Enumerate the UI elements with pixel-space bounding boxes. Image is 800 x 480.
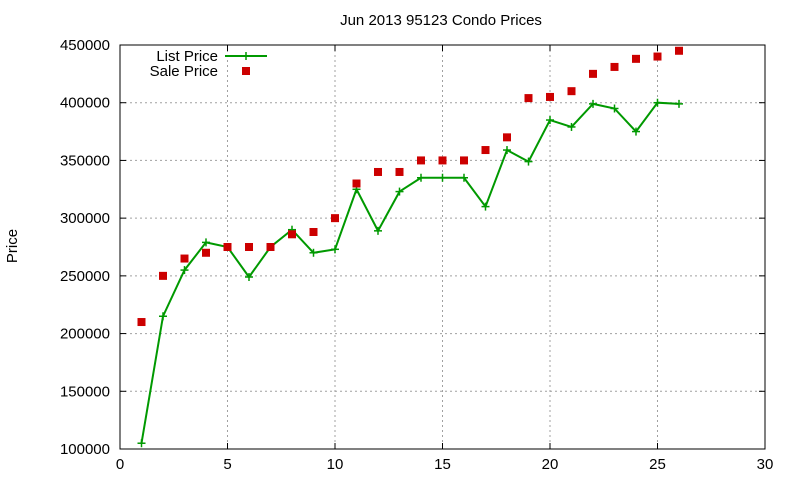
series-1-point-1: [159, 271, 167, 280]
x-tick-label-1: 5: [223, 456, 231, 473]
y-tick-label-1: 150000: [60, 383, 110, 400]
x-tick-label-6: 30: [757, 456, 774, 473]
y-tick-label-2: 200000: [60, 326, 110, 343]
y-tick-label-0: 100000: [60, 441, 110, 458]
series-1-point-10: [352, 179, 361, 188]
y-tick-label-6: 400000: [60, 95, 110, 112]
series-1-point-8: [309, 227, 318, 236]
series-1-point-18: [524, 94, 533, 103]
series-1-point-7: [288, 230, 296, 239]
series-1-point-23: [632, 54, 640, 63]
y-tick-label-5: 350000: [60, 152, 110, 169]
x-tick-label-5: 25: [649, 456, 666, 473]
chart-title: Jun 2013 95123 Condo Prices: [340, 12, 542, 29]
series-0-point-25: [675, 99, 683, 108]
series-0-point-18: [524, 157, 533, 166]
legend-marker-1: [242, 67, 250, 75]
series-0-point-14: [438, 173, 447, 182]
series-1-point-22: [610, 62, 619, 71]
y-tick-label-3: 250000: [60, 268, 110, 285]
axis-ticks: 0 5 10 15 20 25 30 100000 150000 200000 250000 3000…: [60, 37, 773, 473]
series-1-point-21: [589, 69, 597, 78]
series-1-point-6: [266, 243, 275, 251]
grid-layer: [120, 45, 765, 449]
series-1-point-0: [137, 318, 146, 327]
series-0-point-20: [567, 122, 576, 131]
series-0-point-5: [245, 273, 253, 282]
legend-label-0: List Price: [156, 48, 218, 65]
series-1-point-9: [331, 214, 339, 223]
series-0-point-3: [202, 238, 210, 247]
series-0-point-1: [159, 312, 167, 321]
series-0-point-8: [309, 248, 318, 257]
series-1-point-15: [460, 156, 468, 165]
series-1-point-2: [180, 254, 189, 263]
series-0-point-0: [137, 439, 146, 448]
series-1-point-4: [223, 243, 232, 251]
series-1-point-17: [503, 133, 511, 142]
series-0-point-11: [374, 226, 382, 235]
series-0-point-23: [632, 127, 640, 136]
series-0: [137, 98, 683, 448]
series-1-point-25: [675, 46, 683, 55]
series-0-point-19: [546, 116, 554, 125]
x-tick-label-3: 15: [434, 456, 451, 473]
series-0-point-22: [610, 104, 619, 113]
series-1-point-24: [653, 52, 662, 61]
legend-label-1: Sale Price: [150, 63, 218, 80]
series-1-point-5: [245, 243, 253, 251]
series-1-point-20: [567, 87, 576, 96]
series-0-point-16: [481, 202, 490, 211]
series-layer: [137, 46, 683, 448]
series-0-point-9: [331, 245, 339, 254]
series-0-point-15: [460, 173, 468, 182]
y-tick-label-7: 450000: [60, 37, 110, 54]
series-0-point-21: [589, 99, 597, 108]
series-1-point-14: [438, 156, 447, 165]
x-tick-label-0: 0: [116, 456, 124, 473]
series-1-point-13: [417, 156, 425, 165]
y-axis-label: Price: [4, 229, 21, 263]
series-0-point-12: [395, 187, 404, 196]
x-tick-label-2: 10: [327, 456, 344, 473]
series-1-point-19: [546, 92, 554, 101]
series-0-point-13: [417, 173, 425, 182]
series-0-point-2: [180, 266, 189, 275]
series-0-line: [140, 101, 680, 444]
series-1-point-3: [202, 248, 210, 257]
series-1-point-16: [481, 146, 490, 155]
series-1: [137, 46, 683, 327]
series-1-point-12: [395, 167, 404, 176]
series-0-point-24: [653, 98, 662, 107]
y-tick-label-4: 300000: [60, 210, 110, 227]
series-1-point-11: [374, 167, 382, 176]
series-0-point-17: [503, 146, 511, 155]
legend-marker-0: [242, 52, 250, 60]
x-tick-label-4: 20: [542, 456, 559, 473]
